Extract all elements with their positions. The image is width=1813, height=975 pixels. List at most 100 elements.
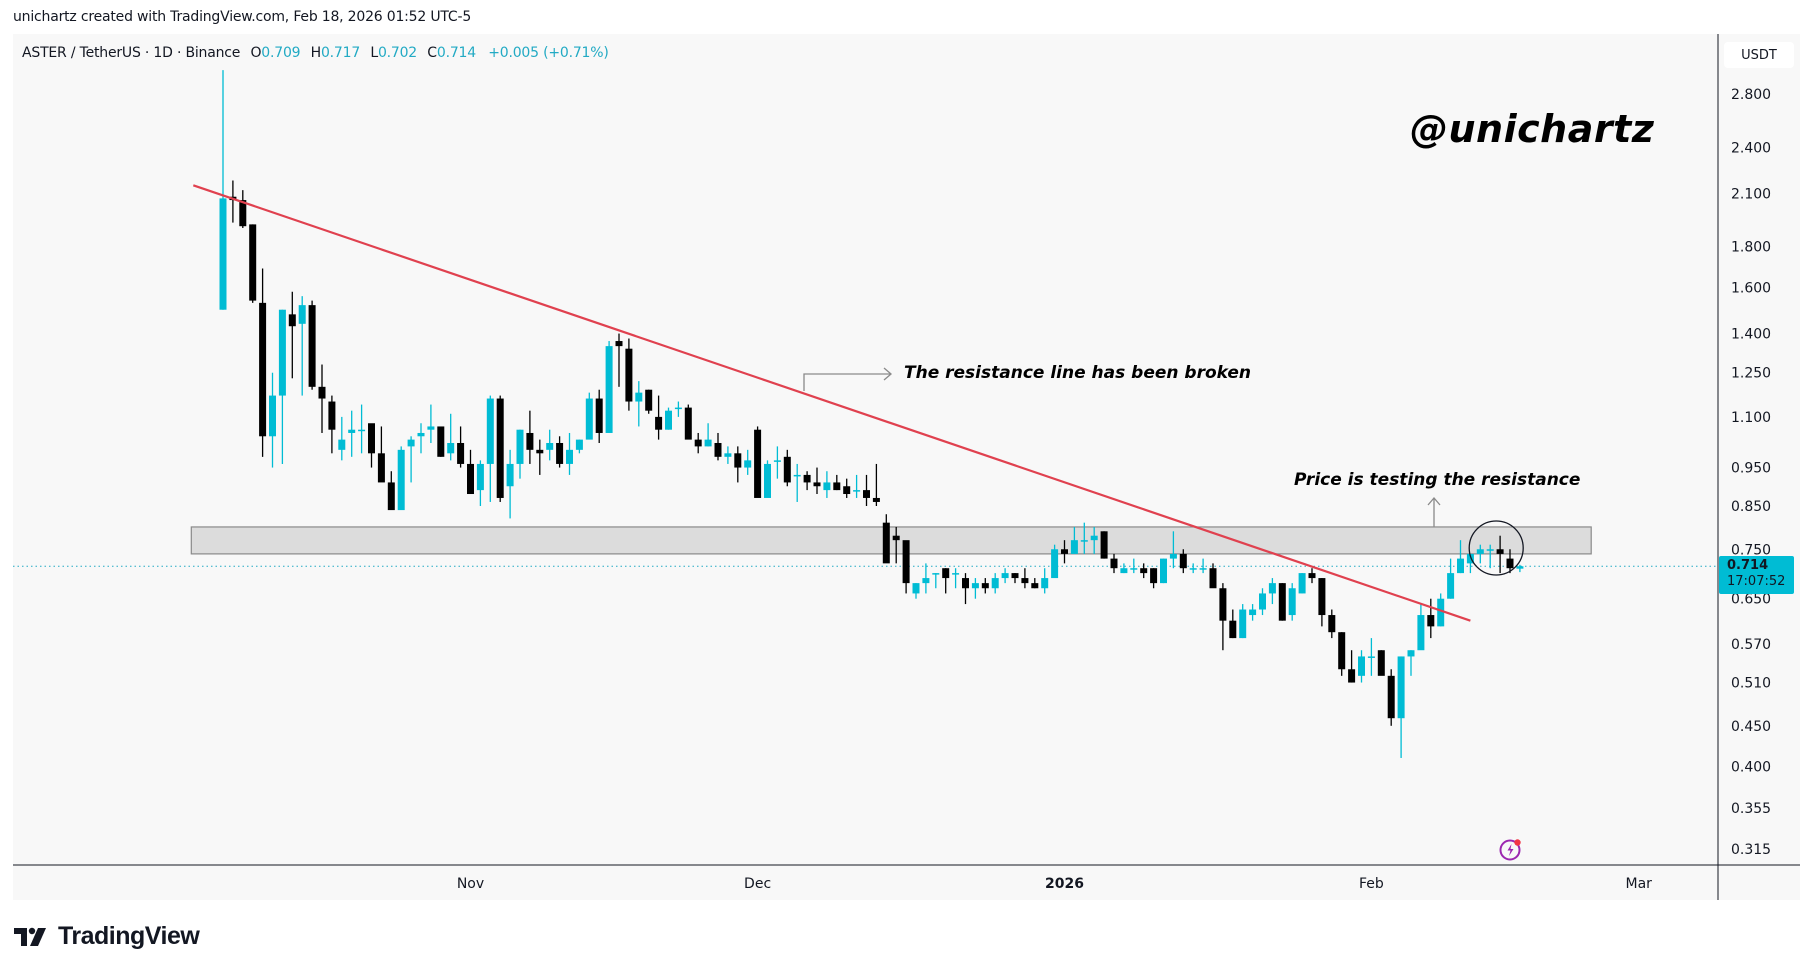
candle[interactable]: [1160, 558, 1167, 584]
candle[interactable]: [358, 404, 366, 454]
candle[interactable]: [348, 410, 356, 457]
candle[interactable]: [407, 436, 415, 483]
candle[interactable]: [1338, 632, 1346, 676]
candle[interactable]: [1229, 609, 1237, 639]
candle[interactable]: [991, 573, 999, 594]
candle[interactable]: [684, 404, 692, 440]
candle[interactable]: [734, 446, 742, 483]
candle[interactable]: [1447, 558, 1455, 599]
descending-trendline[interactable]: [192, 184, 1471, 622]
candle[interactable]: [922, 563, 930, 594]
candle[interactable]: [863, 474, 870, 507]
candle[interactable]: [457, 426, 465, 468]
candle[interactable]: [1219, 583, 1227, 651]
candle[interactable]: [387, 471, 395, 511]
candle[interactable]: [1140, 563, 1148, 579]
candle[interactable]: [1328, 609, 1336, 639]
candle[interactable]: [1041, 568, 1049, 594]
candle[interactable]: [853, 474, 861, 498]
candle[interactable]: [833, 474, 841, 491]
candle[interactable]: [219, 70, 227, 310]
candle[interactable]: [575, 439, 583, 454]
chart-panel[interactable]: [13, 34, 1800, 900]
candle[interactable]: [813, 467, 821, 495]
candle[interactable]: [1169, 531, 1177, 569]
candle[interactable]: [288, 291, 296, 379]
candle[interactable]: [1021, 568, 1029, 589]
candle[interactable]: [239, 190, 247, 229]
candle[interactable]: [773, 446, 781, 479]
candle[interactable]: [368, 423, 375, 468]
candle[interactable]: [1120, 563, 1128, 574]
candle[interactable]: [467, 449, 474, 495]
candle[interactable]: [1486, 544, 1494, 569]
candle[interactable]: [1080, 522, 1088, 554]
candle[interactable]: [308, 300, 316, 390]
candle[interactable]: [1318, 578, 1326, 627]
candle[interactable]: [1288, 583, 1296, 621]
candle[interactable]: [1011, 573, 1019, 584]
candle[interactable]: [1367, 638, 1375, 676]
candle[interactable]: [486, 395, 494, 502]
candle[interactable]: [714, 432, 722, 461]
candle[interactable]: [981, 578, 989, 594]
candle[interactable]: [1110, 553, 1118, 574]
candle[interactable]: [1298, 573, 1306, 594]
candle[interactable]: [496, 395, 504, 502]
candle[interactable]: [526, 410, 534, 464]
candle[interactable]: [912, 583, 920, 599]
candle[interactable]: [229, 180, 237, 223]
candle[interactable]: [665, 407, 672, 430]
candle[interactable]: [744, 449, 752, 475]
circle-marker[interactable]: [1468, 520, 1524, 576]
candle[interactable]: [655, 395, 663, 440]
candle[interactable]: [635, 381, 643, 427]
candle[interactable]: [783, 449, 791, 487]
candle[interactable]: [724, 446, 732, 464]
candle[interactable]: [645, 389, 653, 414]
candle[interactable]: [1387, 669, 1395, 726]
candle[interactable]: [962, 573, 969, 605]
candle[interactable]: [338, 416, 346, 461]
candle[interactable]: [269, 372, 276, 468]
candle[interactable]: [1457, 540, 1464, 574]
candle[interactable]: [318, 364, 326, 433]
candle[interactable]: [1070, 526, 1078, 554]
candle[interactable]: [1061, 540, 1068, 564]
candle[interactable]: [1209, 563, 1217, 589]
candle[interactable]: [427, 404, 435, 443]
candle[interactable]: [942, 568, 950, 594]
candle[interactable]: [764, 460, 771, 498]
currency-button[interactable]: USDT: [1724, 42, 1794, 68]
candle[interactable]: [377, 426, 385, 483]
candle[interactable]: [566, 432, 573, 475]
candle[interactable]: [328, 395, 336, 454]
candle[interactable]: [1308, 568, 1316, 584]
candle[interactable]: [952, 568, 960, 589]
candle[interactable]: [625, 338, 633, 411]
candle[interactable]: [694, 432, 702, 454]
candle[interactable]: [803, 471, 811, 491]
candle[interactable]: [1239, 604, 1247, 639]
candle[interactable]: [1397, 656, 1405, 758]
resistance-zone[interactable]: [190, 526, 1592, 555]
candle[interactable]: [892, 526, 900, 564]
candle[interactable]: [1348, 650, 1356, 683]
candle[interactable]: [1090, 526, 1098, 554]
candle[interactable]: [674, 401, 682, 417]
candle[interactable]: [605, 341, 613, 433]
candle[interactable]: [902, 540, 910, 594]
candle[interactable]: [823, 471, 831, 498]
candle[interactable]: [932, 573, 940, 589]
candle[interactable]: [1249, 604, 1257, 621]
candle[interactable]: [1417, 604, 1425, 651]
candle[interactable]: [1051, 544, 1059, 579]
candle[interactable]: [585, 392, 593, 440]
candle[interactable]: [546, 429, 554, 461]
candle[interactable]: [506, 449, 514, 519]
candle[interactable]: [1150, 568, 1158, 589]
candle[interactable]: [249, 224, 257, 303]
candle[interactable]: [793, 463, 801, 502]
candle[interactable]: [1189, 563, 1197, 574]
